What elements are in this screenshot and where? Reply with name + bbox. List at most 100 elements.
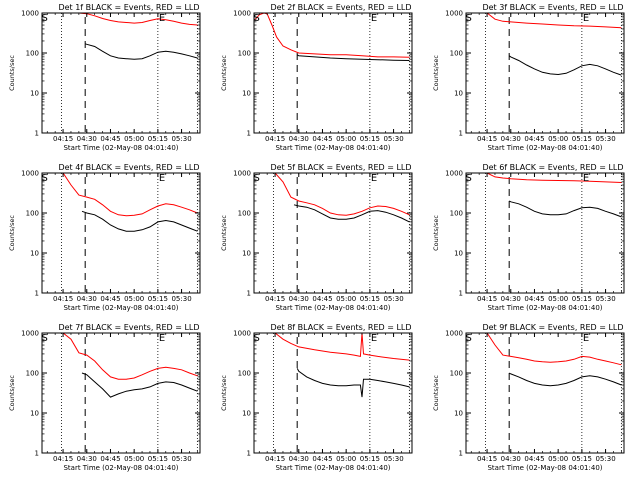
y-tick-label: 1000 bbox=[445, 170, 463, 178]
x-axis-label: Start Time (02-May-08 04:01:40) bbox=[487, 304, 602, 312]
panel-title: Det 8f BLACK = Events, RED = LLD bbox=[270, 323, 411, 332]
series-black-line bbox=[508, 55, 622, 76]
series-black-line bbox=[81, 210, 198, 232]
y-tick-label: 1000 bbox=[233, 330, 251, 338]
series-black-line bbox=[508, 372, 622, 387]
x-tick-label: 04:45 bbox=[524, 455, 544, 463]
x-tick-label: 05:15 bbox=[360, 295, 380, 303]
x-tick-label: 05:30 bbox=[595, 295, 615, 303]
end-marker: E bbox=[371, 333, 377, 344]
x-tick-label: 04:15 bbox=[53, 135, 73, 143]
end-marker: E bbox=[159, 173, 165, 184]
x-tick-label: 04:15 bbox=[265, 455, 285, 463]
start-marker: S bbox=[254, 13, 260, 24]
y-tick-label: 1 bbox=[459, 130, 463, 138]
x-tick-label: 05:15 bbox=[148, 455, 168, 463]
series-red-line bbox=[254, 13, 410, 58]
x-tick-label: 05:30 bbox=[383, 135, 403, 143]
series-black-line bbox=[81, 372, 198, 398]
x-tick-label: 05:15 bbox=[360, 455, 380, 463]
y-tick-label: 100 bbox=[26, 210, 39, 218]
y-tick-label: 1000 bbox=[445, 330, 463, 338]
y-tick-label: 10 bbox=[30, 410, 39, 418]
x-tick-label: 04:30 bbox=[77, 295, 97, 303]
x-axis-label: Start Time (02-May-08 04:01:40) bbox=[487, 144, 602, 152]
series-black-line bbox=[85, 43, 198, 60]
y-tick-label: 10 bbox=[454, 410, 463, 418]
panel-det-3: Det 3f BLACK = Events, RED = LLD Counts/s… bbox=[432, 3, 625, 152]
panel-title: Det 2f BLACK = Events, RED = LLD bbox=[270, 3, 411, 12]
y-tick-label: 10 bbox=[242, 250, 251, 258]
x-tick-label: 04:30 bbox=[289, 455, 309, 463]
y-axis-label: Counts/sec bbox=[432, 55, 440, 91]
y-axis-label: Counts/sec bbox=[220, 55, 228, 91]
series-group bbox=[42, 333, 198, 398]
y-tick-label: 1000 bbox=[233, 170, 251, 178]
end-marker: E bbox=[371, 13, 377, 24]
y-tick-label: 1000 bbox=[21, 10, 39, 18]
panel-det-2: Det 2f BLACK = Events, RED = LLD Counts/s… bbox=[220, 3, 413, 152]
panel-title: Det 4f BLACK = Events, RED = LLD bbox=[58, 163, 199, 172]
start-marker: S bbox=[42, 333, 48, 344]
series-group bbox=[466, 173, 622, 218]
x-tick-label: 05:15 bbox=[148, 135, 168, 143]
end-marker: E bbox=[583, 173, 589, 184]
y-tick-label: 100 bbox=[450, 50, 463, 58]
y-tick-label: 10 bbox=[242, 410, 251, 418]
start-marker: S bbox=[42, 13, 48, 24]
series-group bbox=[254, 333, 410, 398]
y-tick-label: 1000 bbox=[21, 330, 39, 338]
x-axis-label: Start Time (02-May-08 04:01:40) bbox=[275, 144, 390, 152]
y-tick-label: 1 bbox=[247, 290, 251, 298]
y-tick-label: 1 bbox=[247, 450, 251, 458]
panel-det-6: Det 6f BLACK = Events, RED = LLD Counts/s… bbox=[432, 163, 625, 312]
x-tick-label: 05:00 bbox=[336, 135, 356, 143]
y-tick-label: 100 bbox=[238, 370, 251, 378]
x-tick-label: 04:15 bbox=[477, 135, 497, 143]
panel-title: Det 7f BLACK = Events, RED = LLD bbox=[58, 323, 199, 332]
y-tick-label: 1000 bbox=[233, 10, 251, 18]
series-red-line bbox=[254, 173, 410, 216]
panel-det-9: Det 9f BLACK = Events, RED = LLD Counts/s… bbox=[432, 323, 625, 472]
series-red-line bbox=[466, 173, 622, 183]
x-tick-label: 04:30 bbox=[77, 455, 97, 463]
y-axis-label: Counts/sec bbox=[220, 375, 228, 411]
series-group bbox=[254, 173, 410, 223]
series-black-line bbox=[296, 368, 410, 398]
x-tick-label: 05:00 bbox=[548, 135, 568, 143]
x-tick-label: 04:30 bbox=[501, 135, 521, 143]
y-axis-label: Counts/sec bbox=[8, 375, 16, 411]
series-red-line bbox=[254, 333, 410, 361]
x-tick-label: 05:30 bbox=[595, 135, 615, 143]
axes-frame bbox=[253, 172, 413, 294]
end-marker: E bbox=[159, 13, 165, 24]
y-tick-label: 10 bbox=[30, 250, 39, 258]
x-tick-label: 04:15 bbox=[53, 455, 73, 463]
axes-frame bbox=[41, 12, 201, 134]
x-tick-label: 04:30 bbox=[77, 135, 97, 143]
x-tick-label: 05:30 bbox=[171, 135, 191, 143]
y-tick-label: 1000 bbox=[21, 170, 39, 178]
y-tick-label: 1 bbox=[35, 290, 39, 298]
series-red-line bbox=[466, 333, 622, 366]
start-marker: S bbox=[254, 333, 260, 344]
x-tick-label: 04:30 bbox=[501, 295, 521, 303]
y-tick-label: 100 bbox=[450, 370, 463, 378]
x-tick-label: 05:00 bbox=[548, 455, 568, 463]
x-tick-label: 05:15 bbox=[572, 295, 592, 303]
x-tick-label: 05:30 bbox=[383, 295, 403, 303]
x-tick-label: 04:45 bbox=[100, 135, 120, 143]
axes-frame bbox=[465, 332, 625, 454]
x-tick-label: 04:30 bbox=[501, 455, 521, 463]
panel-title: Det 1f BLACK = Events, RED = LLD bbox=[58, 3, 199, 12]
series-black-line bbox=[508, 200, 622, 218]
x-axis-label: Start Time (02-May-08 04:01:40) bbox=[63, 144, 178, 152]
x-tick-label: 05:00 bbox=[336, 295, 356, 303]
x-tick-label: 05:00 bbox=[124, 295, 144, 303]
panel-title: Det 9f BLACK = Events, RED = LLD bbox=[482, 323, 623, 332]
